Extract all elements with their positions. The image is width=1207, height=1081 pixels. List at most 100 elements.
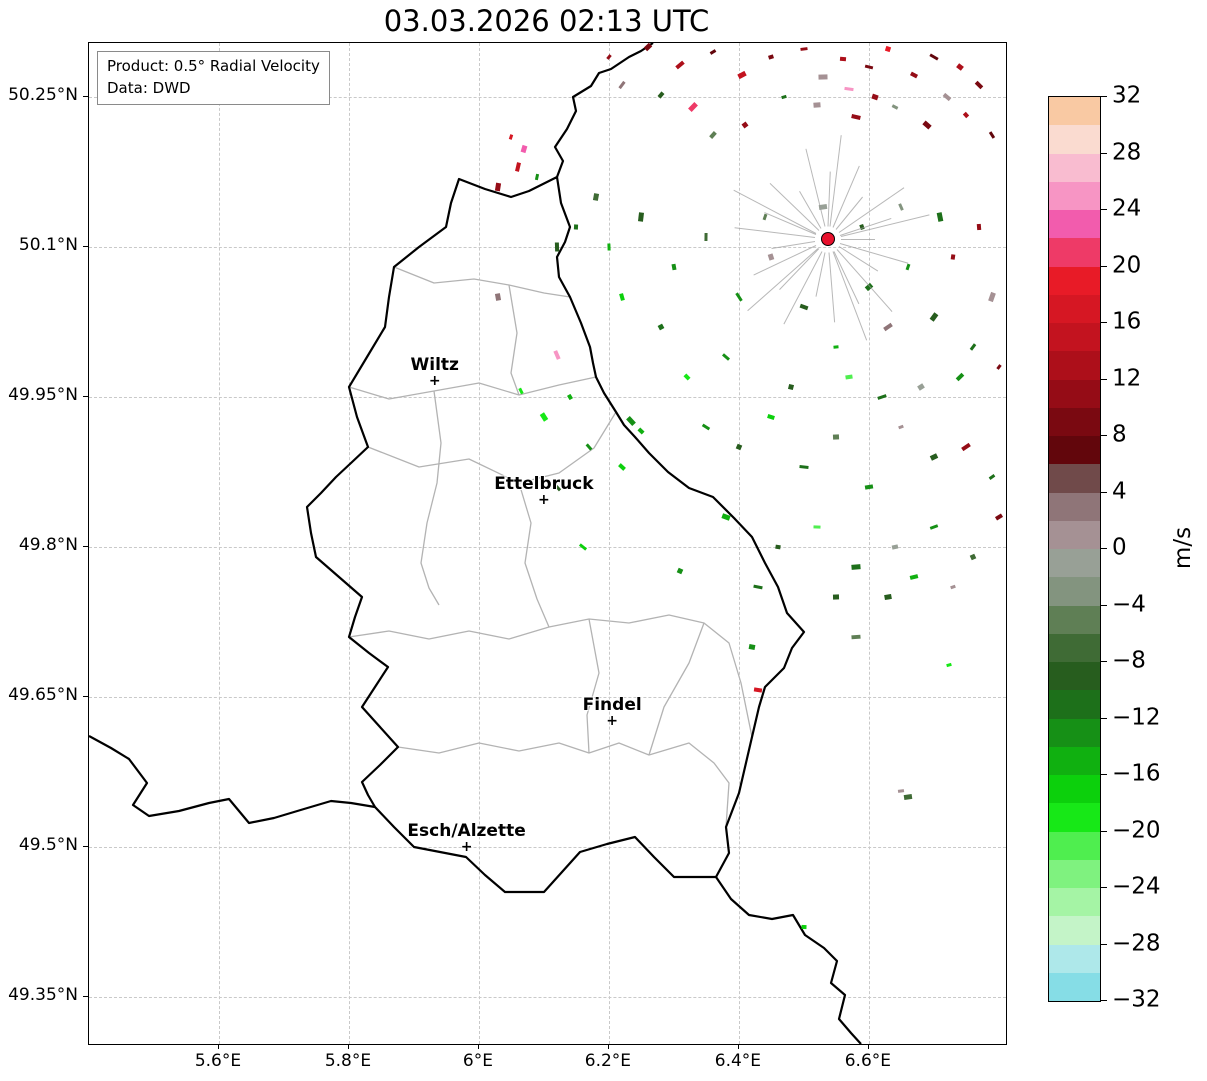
colorbar-segment (1049, 577, 1100, 606)
colorbar-tick-label: −24 (1112, 873, 1161, 900)
colorbar-tick-label: 24 (1112, 195, 1142, 222)
radar-spoke (838, 186, 904, 233)
colorbar-segment (1049, 266, 1100, 295)
colorbar-segment (1049, 181, 1100, 210)
colorbar-segment (1049, 972, 1100, 1001)
colorbar-segment (1049, 210, 1100, 239)
colorbar-segment (1049, 436, 1100, 465)
x-tick-label: 5.6°E (194, 1051, 242, 1071)
colorbar-segment (1049, 803, 1100, 832)
colorbar-segment (1049, 153, 1100, 182)
colorbar-segment (1049, 944, 1100, 973)
colorbar-segment (1049, 238, 1100, 267)
y-tick-label: 49.5°N (18, 835, 78, 855)
district-borders (348, 266, 753, 828)
colorbar-segment (1049, 690, 1100, 719)
city-label: Findel (582, 695, 642, 715)
colorbar-segment (1049, 662, 1100, 691)
colorbar-segment (1049, 464, 1100, 493)
colorbar-tick-label: 0 (1112, 534, 1127, 561)
x-tick-label: 6.4°E (714, 1051, 762, 1071)
colorbar-segment (1049, 746, 1100, 775)
colorbar-segment (1049, 407, 1100, 436)
city-marker: + (538, 492, 550, 508)
y-tick-label: 50.25°N (8, 85, 78, 105)
colorbar-segment (1049, 831, 1100, 860)
colorbar-tick-label: −32 (1112, 986, 1161, 1013)
figure-title: 03.03.2026 02:13 UTC (383, 4, 710, 38)
colorbar-tick-label: −4 (1112, 590, 1146, 617)
colorbar-tick-label: 32 (1112, 82, 1142, 109)
city-label: Ettelbruck (494, 474, 594, 494)
overlay-layer: + Wiltz + Ettelbruck + Findel + Esch/Alzette (89, 43, 1006, 1044)
colorbar-tick-label: −16 (1112, 760, 1161, 787)
france-belgium-border (89, 735, 376, 825)
radar-spoke (733, 189, 817, 234)
grid-line-vertical (738, 43, 740, 1044)
luxembourg-border (305, 175, 806, 894)
grid-line-horizontal (89, 847, 1006, 848)
x-tick-label: 6°E (462, 1051, 493, 1071)
y-tick-label: 49.35°N (8, 985, 78, 1005)
colorbar-segment (1049, 916, 1100, 945)
colorbar-tick-mark (1101, 265, 1107, 267)
france-germany-border (715, 876, 862, 1044)
grid-line-vertical (868, 43, 870, 1044)
colorbar-segment (1049, 379, 1100, 408)
x-tick-label: 6.2°E (584, 1051, 632, 1071)
x-tick-label: 6.6°E (844, 1051, 891, 1071)
colorbar-segment (1049, 97, 1100, 126)
colorbar-tick-mark (1101, 717, 1107, 719)
grid-line-vertical (218, 43, 220, 1044)
radar-spoke (828, 252, 836, 323)
colorbar-segment (1049, 888, 1100, 917)
product-label: Product: 0.5° Radial Velocity (107, 57, 320, 75)
city-marker: + (428, 373, 441, 389)
colorbar-segment (1049, 351, 1100, 380)
radar-spoke (805, 149, 826, 227)
grid-line-horizontal (89, 697, 1006, 698)
colorbar-unit-label: m/s (1170, 526, 1196, 570)
colorbar-tick-label: −8 (1112, 647, 1146, 674)
map-plot: + Wiltz + Ettelbruck + Findel + Esch/Alzette Pr… (88, 42, 1007, 1045)
colorbar-tick-mark (1101, 887, 1107, 888)
colorbar-segment (1049, 718, 1100, 747)
colorbar-tick-label: 8 (1112, 421, 1127, 448)
grid-line-horizontal (89, 247, 1006, 248)
colorbar-tick-mark (1101, 152, 1107, 154)
colorbar-tick-mark (1101, 1000, 1107, 1001)
colorbar-tick-mark (1101, 96, 1107, 97)
map-borders (89, 43, 862, 1044)
colorbar-tick-mark (1101, 435, 1107, 436)
grid-line-vertical (608, 43, 610, 1044)
colorbar-segment (1049, 492, 1100, 521)
y-tick-label: 49.8°N (18, 535, 78, 555)
colorbar-tick-mark (1101, 604, 1107, 606)
colorbar-segment (1049, 323, 1100, 352)
grid-line-horizontal (89, 397, 1006, 398)
colorbar-segment (1049, 125, 1100, 154)
colorbar-tick-label: 16 (1112, 308, 1142, 335)
colorbar-segment (1049, 605, 1100, 634)
product-info-box: Product: 0.5° Radial Velocity Data: DWD (97, 51, 330, 105)
colorbar-tick-mark (1101, 774, 1107, 775)
grid-line-vertical (348, 43, 350, 1044)
grid-line-horizontal (89, 997, 1006, 998)
colorbar-tick-mark (1101, 209, 1107, 210)
x-tick-label: 5.8°E (324, 1051, 372, 1071)
colorbar-tick-mark (1101, 322, 1107, 323)
city-marker: + (460, 839, 473, 855)
colorbar-tick-label: −12 (1112, 703, 1161, 730)
radar-site-marker (820, 232, 835, 246)
colorbar-tick-label: 20 (1112, 251, 1142, 278)
radar-spoke (779, 248, 820, 291)
radar-spoke (840, 214, 930, 237)
city-marker: + (606, 713, 619, 729)
colorbar-tick-label: 4 (1112, 477, 1127, 504)
colorbar-segment (1049, 549, 1100, 578)
colorbar-segment (1049, 294, 1100, 323)
grid-layer (89, 43, 1006, 1044)
y-tick-label: 49.95°N (8, 385, 78, 405)
radar-spoke (840, 239, 875, 240)
